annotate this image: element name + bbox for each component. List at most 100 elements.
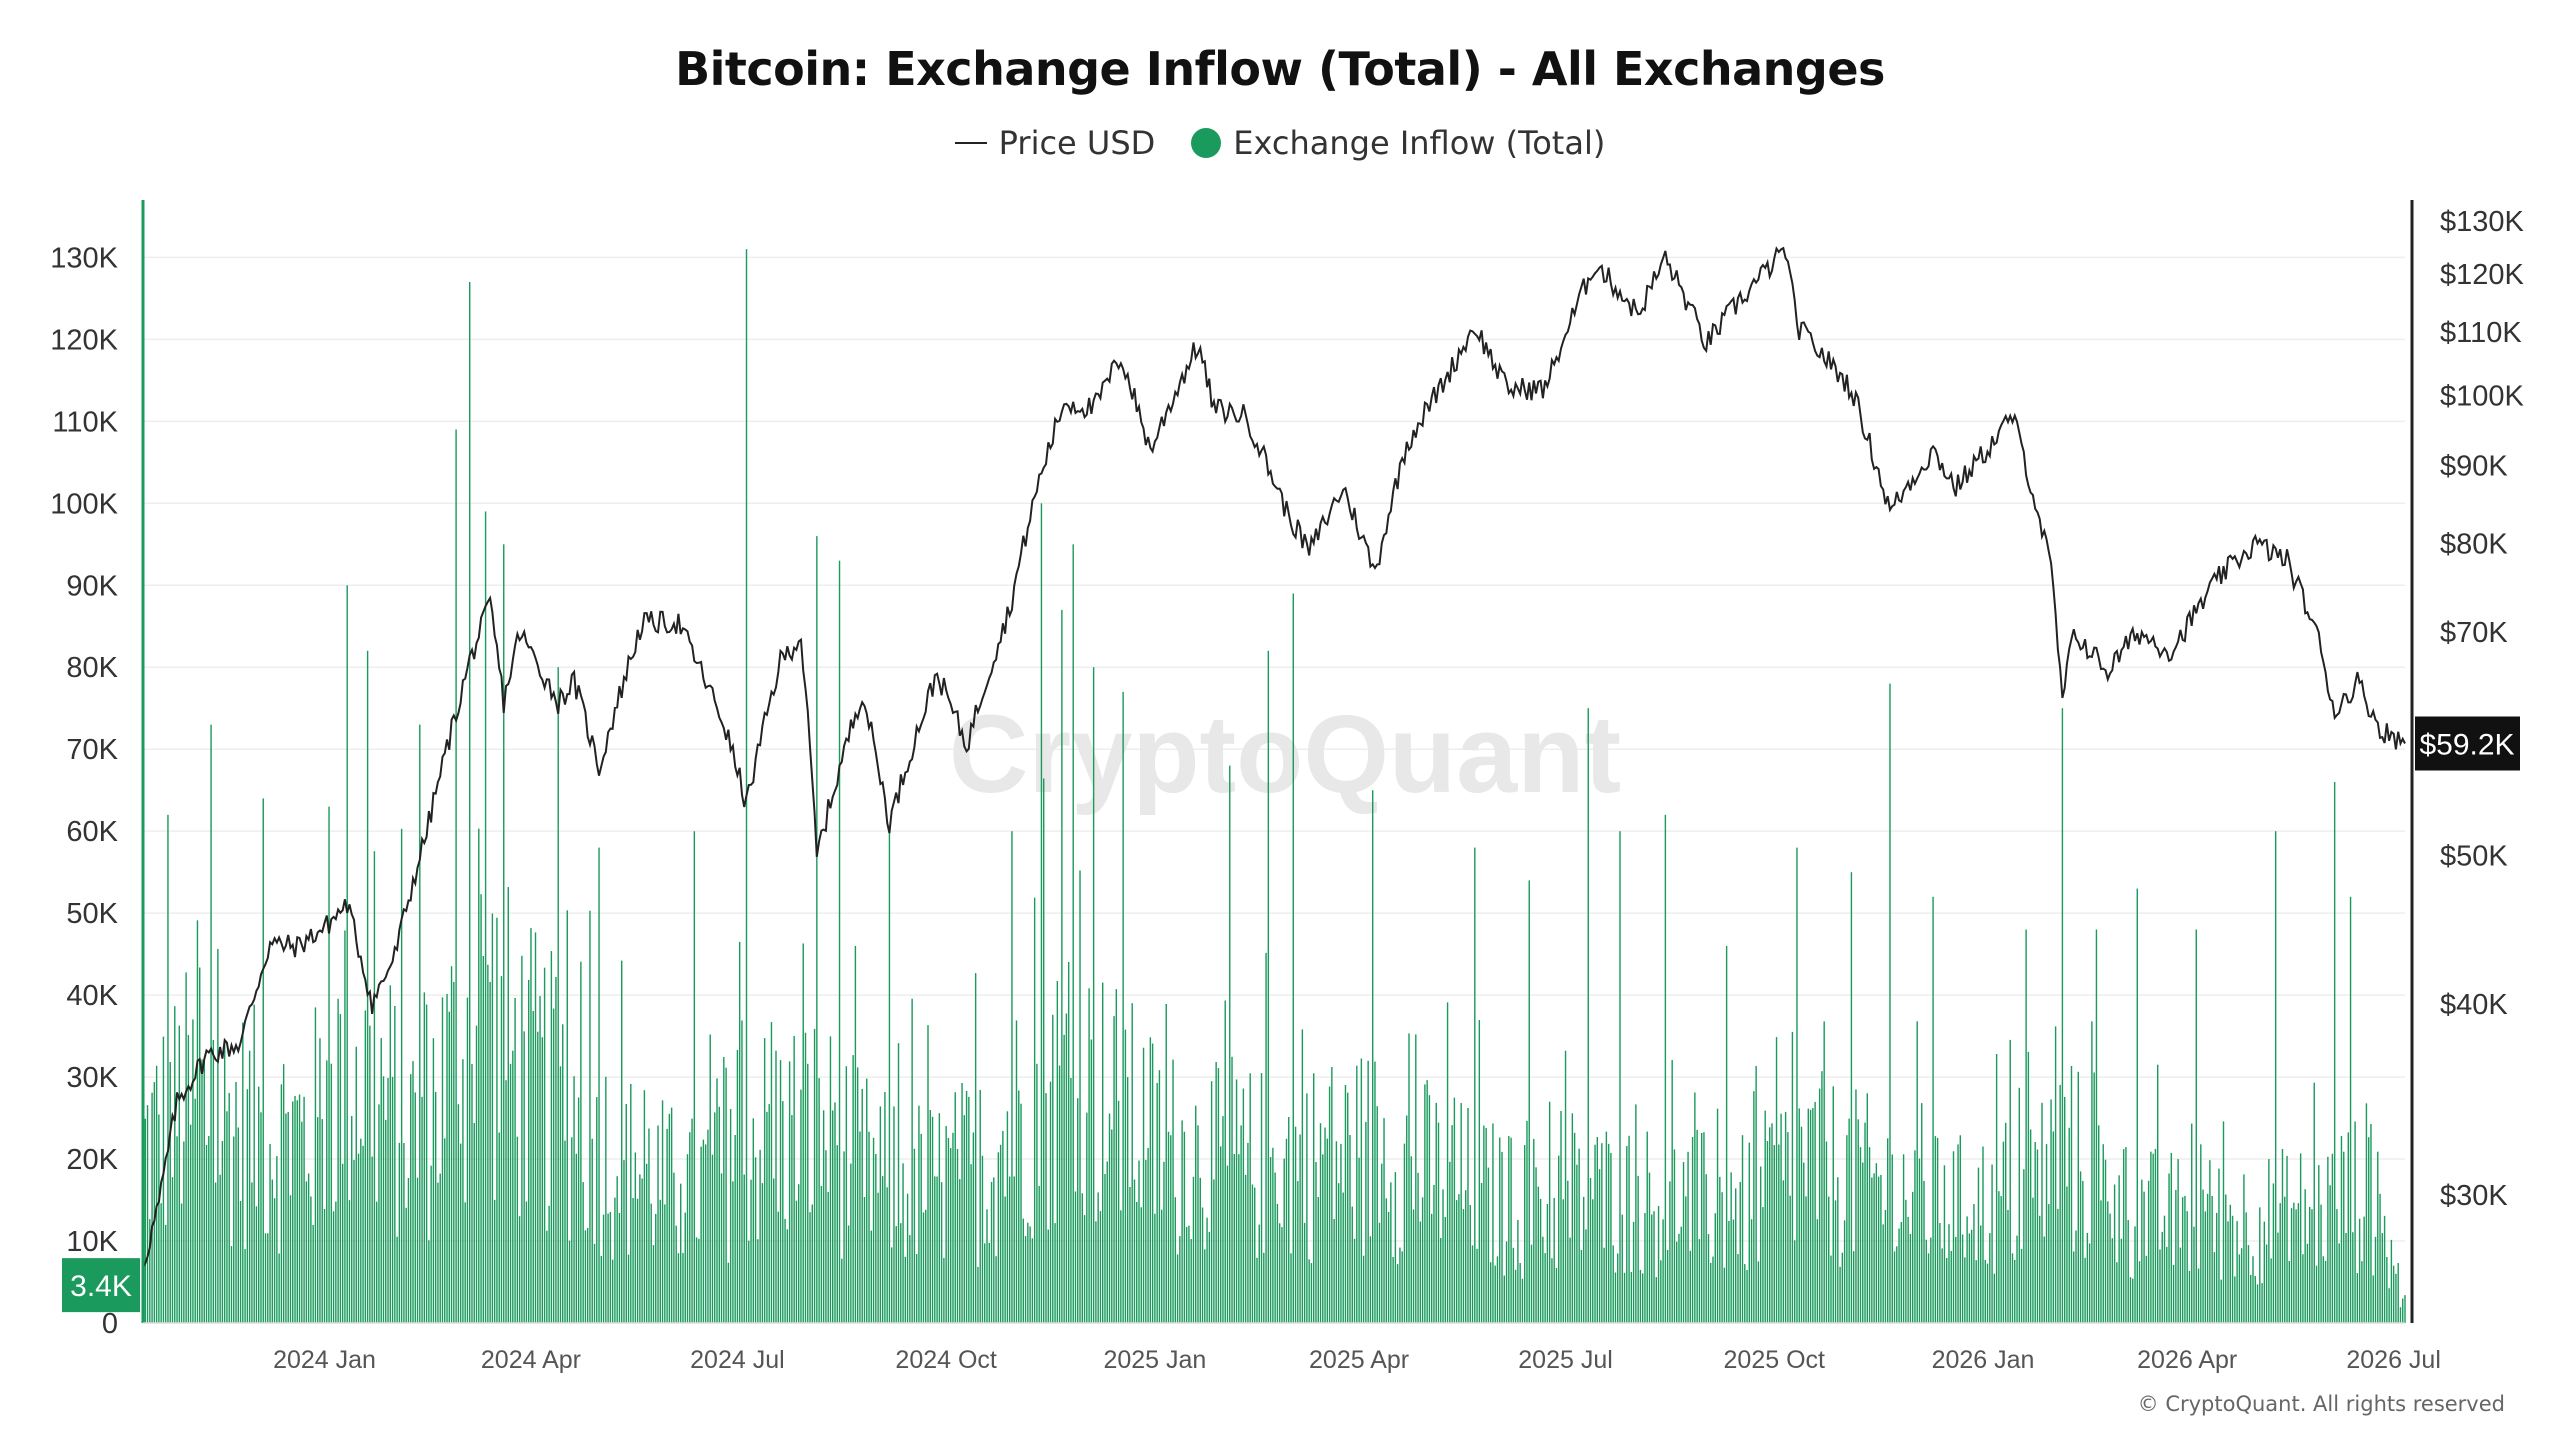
inflow-bar xyxy=(1512,1247,1515,1323)
inflow-bar xyxy=(1680,1226,1682,1323)
inflow-bar xyxy=(1868,1147,1871,1323)
inflow-bar xyxy=(961,1083,963,1323)
inflow-bar xyxy=(1555,1268,1558,1323)
inflow-bar xyxy=(1825,1141,1828,1323)
inflow-bar xyxy=(512,1050,514,1323)
inflow-bar xyxy=(1322,1154,1324,1323)
inflow-bar xyxy=(2093,1072,2095,1323)
inflow-bar xyxy=(586,1228,589,1323)
inflow-bar xyxy=(450,966,453,1323)
inflow-bar xyxy=(1970,1229,1973,1323)
inflow-bar xyxy=(968,1096,970,1323)
inflow-bar xyxy=(1855,1089,1857,1323)
inflow-bar xyxy=(1750,1219,1753,1323)
inflow-bar xyxy=(2116,1262,2118,1323)
inflow-bar xyxy=(2352,1232,2354,1323)
inflow-bar xyxy=(167,814,169,1323)
inflow-bar xyxy=(1939,1223,1941,1323)
inflow-bar xyxy=(2063,1096,2066,1323)
inflow-bar xyxy=(1285,1138,1288,1323)
inflow-bar xyxy=(1117,1100,1120,1323)
inflow-bar xyxy=(2397,1263,2399,1323)
inflow-bar xyxy=(1834,1200,1837,1323)
inflow-bar xyxy=(1641,1273,1644,1323)
inflow-bar xyxy=(1390,1182,1392,1323)
inflow-bar xyxy=(1666,1250,1669,1323)
inflow-bar xyxy=(2245,1212,2247,1323)
inflow-bar xyxy=(757,1239,759,1323)
inflow-bar xyxy=(1678,1233,1680,1323)
inflow-bar xyxy=(829,1036,832,1323)
inflow-bar xyxy=(934,1176,936,1323)
inflow-bar xyxy=(428,1240,430,1323)
price-line[interactable] xyxy=(142,246,2406,1268)
inflow-bar xyxy=(1199,1177,1201,1323)
inflow-bar xyxy=(2007,1209,2009,1323)
inflow-bar xyxy=(1946,1258,1948,1323)
inflow-bar xyxy=(1240,1125,1242,1323)
inflow-bar xyxy=(2086,1232,2089,1323)
inflow-bar xyxy=(2250,1274,2252,1323)
inflow-bar xyxy=(2365,1103,2368,1323)
inflow-bar xyxy=(2100,1200,2102,1323)
inflow-bar xyxy=(1480,1183,1483,1323)
inflow-bar xyxy=(335,1201,337,1323)
inflow-bar xyxy=(609,1212,612,1323)
inflow-bar xyxy=(1437,1122,1440,1323)
x-tick-label: 2024 Jan xyxy=(273,1346,376,1374)
legend-label-price: Price USD xyxy=(998,124,1156,162)
inflow-bar xyxy=(965,1091,968,1323)
inflow-bar xyxy=(155,1065,158,1323)
inflow-bar xyxy=(1018,1090,1020,1323)
inflow-bar xyxy=(1038,1185,1040,1323)
inflow-bar xyxy=(648,1128,650,1323)
inflow-bar xyxy=(1664,814,1667,1323)
inflow-bar xyxy=(251,1182,253,1323)
inflow-bar xyxy=(1170,1135,1172,1323)
inflow-bar xyxy=(2048,1204,2050,1323)
y-right-tick-label: $70K xyxy=(2440,617,2508,649)
inflow-bar xyxy=(1174,1197,1177,1323)
inflow-bar xyxy=(645,1163,648,1323)
inflow-bar xyxy=(1614,1272,1617,1323)
inflow-bar xyxy=(1721,1192,1723,1323)
inflow-bar xyxy=(1632,1221,1635,1323)
inflow-bar xyxy=(854,945,857,1323)
inflow-bar xyxy=(391,1076,394,1323)
inflow-bar xyxy=(920,1133,922,1323)
inflow-bar xyxy=(2023,1169,2025,1323)
legend-item-price[interactable]: Price USD xyxy=(954,124,1156,162)
inflow-bar xyxy=(2166,1246,2168,1323)
inflow-bar xyxy=(158,1114,160,1323)
inflow-bar xyxy=(2068,1127,2070,1323)
inflow-bar xyxy=(1347,1092,1349,1323)
inflow-bar xyxy=(1698,1239,1701,1323)
inflow-bar xyxy=(1843,1220,1846,1323)
inflow-bar xyxy=(496,917,498,1323)
inflow-bar xyxy=(2374,1236,2377,1323)
inflow-bar xyxy=(498,1132,500,1323)
inflow-bar xyxy=(1685,1196,1687,1323)
inflow-bar xyxy=(1907,1216,1909,1323)
inflow-bar xyxy=(1528,880,1530,1323)
inflow-bar xyxy=(1337,1183,1340,1323)
inflow-bar xyxy=(1639,1269,1642,1323)
inflow-bar xyxy=(1533,1138,1535,1323)
inflow-bar xyxy=(1365,1121,1367,1323)
inflow-bar xyxy=(1494,1265,1496,1323)
inflow-bar xyxy=(1517,1219,1519,1323)
inflow-bar xyxy=(2379,1193,2381,1323)
legend-item-inflow[interactable]: Exchange Inflow (Total) xyxy=(1191,124,1605,162)
inflow-bar xyxy=(906,1193,909,1323)
y-right-tick-label: $30K xyxy=(2440,1180,2508,1212)
inflow-bar xyxy=(1576,1164,1578,1323)
inflow-bar xyxy=(1088,988,1090,1323)
inflow-bar xyxy=(201,1059,203,1323)
inflow-bar xyxy=(986,1209,988,1323)
inflow-bar xyxy=(1111,1129,1113,1323)
inflow-bar xyxy=(605,1076,607,1323)
inflow-bar xyxy=(1474,847,1476,1323)
inflow-bar xyxy=(1274,1172,1276,1323)
inflow-bar xyxy=(1927,1253,1930,1323)
inflow-bar xyxy=(782,1101,784,1323)
